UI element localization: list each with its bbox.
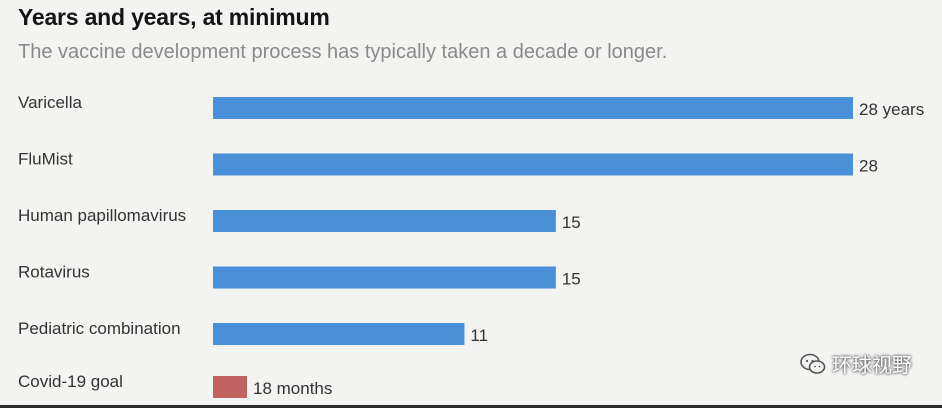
wechat-icon bbox=[800, 353, 826, 374]
bar-human-papillomavirus bbox=[213, 210, 556, 232]
value-label-flumist: 28 bbox=[859, 157, 878, 176]
bar-flumist bbox=[213, 153, 853, 176]
value-label-pediatric-combination: 11 bbox=[470, 326, 488, 345]
value-label-covid-19-goal: 18 months bbox=[253, 379, 332, 398]
category-label-covid-19-goal: Covid-19 goal bbox=[18, 372, 123, 391]
chart-subtitle: The vaccine development process has typi… bbox=[18, 41, 668, 63]
value-label-rotavirus: 15 bbox=[562, 270, 581, 289]
watermark: 环球视野 bbox=[800, 349, 912, 378]
bar-covid-19-goal bbox=[213, 376, 247, 398]
bar-rotavirus bbox=[213, 266, 556, 289]
category-label-rotavirus: Rotavirus bbox=[18, 263, 90, 282]
category-label-flumist: FluMist bbox=[18, 150, 73, 169]
value-label-human-papillomavirus: 15 bbox=[562, 213, 581, 232]
watermark-text: 环球视野 bbox=[832, 355, 912, 377]
category-label-varicella: Varicella bbox=[18, 93, 82, 112]
bottom-border bbox=[0, 405, 942, 408]
category-label-human-papillomavirus: Human papillomavirus bbox=[18, 206, 186, 225]
bar-varicella bbox=[213, 97, 853, 119]
category-label-pediatric-combination: Pediatric combination bbox=[18, 319, 181, 338]
chart-title: Years and years, at minimum bbox=[18, 4, 330, 30]
value-label-varicella: 28 years bbox=[859, 100, 924, 119]
bar-pediatric-combination bbox=[213, 323, 465, 345]
